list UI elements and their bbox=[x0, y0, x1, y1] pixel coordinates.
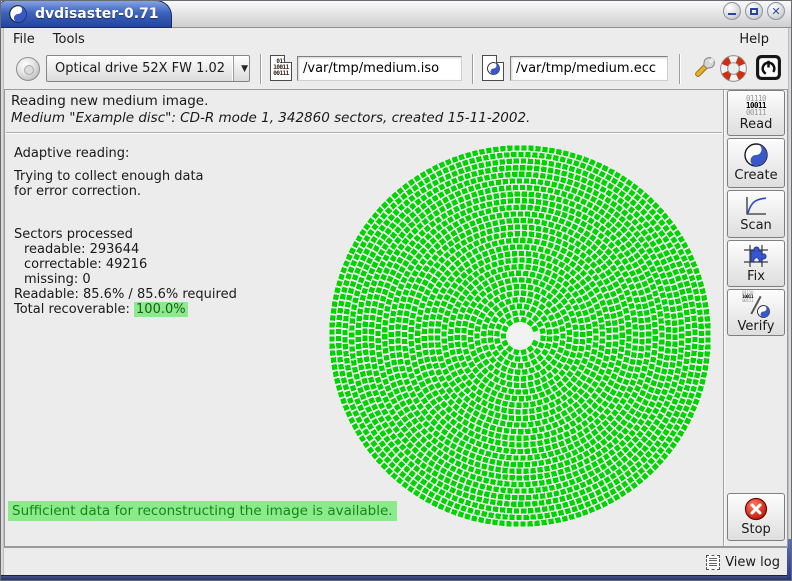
window-resize-grip[interactable] bbox=[787, 539, 792, 581]
reading-desc-line2: for error correction. bbox=[14, 184, 142, 199]
window-title: dvdisaster-0.71 bbox=[35, 6, 159, 22]
window-border-right bbox=[788, 28, 792, 581]
verify-button-label: Verify bbox=[737, 318, 775, 334]
preferences-button[interactable] bbox=[690, 54, 718, 86]
menu-help[interactable]: Help bbox=[739, 31, 769, 47]
reading-mode-label: Adaptive reading: bbox=[14, 146, 130, 161]
scan-button-label: Scan bbox=[740, 218, 772, 233]
header-separator bbox=[6, 132, 722, 134]
ecc-file-input[interactable] bbox=[510, 56, 668, 81]
lifebelt-icon bbox=[720, 55, 747, 82]
curve-graph-icon bbox=[746, 197, 767, 215]
stop-button[interactable]: Stop bbox=[727, 493, 785, 541]
read-button[interactable]: 01110 10011 00111 Read bbox=[727, 90, 785, 136]
sectors-title: Sectors processed bbox=[14, 227, 133, 242]
readable-percent-line: Readable: 85.6% / 85.6% required bbox=[14, 287, 237, 302]
menu-bar: File Tools Help bbox=[4, 28, 788, 50]
log-icon bbox=[706, 554, 721, 570]
wrench-icon bbox=[695, 57, 715, 77]
minimize-button[interactable] bbox=[723, 2, 741, 20]
scan-button[interactable]: Scan bbox=[727, 190, 785, 238]
drive-selector[interactable]: Optical drive 52X FW 1.02 ▼ bbox=[46, 55, 250, 82]
main-panel bbox=[4, 89, 788, 547]
verify-button[interactable]: 01110 10011 00111 Verify bbox=[727, 289, 785, 336]
optical-disc-icon bbox=[16, 57, 40, 81]
drive-selector-value: Optical drive 52X FW 1.02 bbox=[55, 61, 226, 76]
fix-button[interactable]: Fix bbox=[727, 240, 785, 287]
chevron-down-icon: ▼ bbox=[241, 63, 248, 74]
fix-button-label: Fix bbox=[747, 268, 765, 284]
image-file-input[interactable] bbox=[297, 56, 462, 81]
image-file-icon: 011 10011 00111 bbox=[270, 55, 292, 81]
total-recoverable-line: Total recoverable: 100.0% bbox=[14, 302, 188, 317]
maximize-icon bbox=[750, 7, 758, 15]
app-yin-yang-icon bbox=[9, 5, 27, 23]
toolbar-separator bbox=[472, 54, 474, 84]
status-bar: View log bbox=[4, 547, 788, 576]
stat-readable: readable: 293644 bbox=[24, 242, 140, 257]
toolbar: Optical drive 52X FW 1.02 ▼ 011 10011 00… bbox=[4, 50, 788, 88]
action-title: Reading new medium image. bbox=[11, 93, 209, 109]
puzzle-piece-icon bbox=[744, 244, 768, 267]
binary-vs-ecc-icon: 01110 10011 00111 bbox=[742, 291, 770, 318]
quit-button[interactable] bbox=[755, 54, 782, 85]
power-icon bbox=[756, 55, 781, 80]
reading-desc-line1: Trying to collect enough data bbox=[14, 169, 204, 184]
toolbar-separator bbox=[260, 54, 262, 84]
close-button[interactable]: ✕ bbox=[767, 2, 785, 20]
view-log-button[interactable]: View log bbox=[725, 554, 780, 570]
window-border-bottom bbox=[0, 575, 792, 581]
total-recoverable-value: 100.0% bbox=[134, 302, 188, 317]
menu-tools[interactable]: Tools bbox=[52, 31, 85, 47]
binary-block-icon: 01110 10011 00111 bbox=[745, 93, 767, 117]
title-tab[interactable]: dvdisaster-0.71 bbox=[0, 0, 172, 28]
stop-button-label: Stop bbox=[741, 522, 771, 537]
disc-sector-spiral bbox=[329, 145, 711, 527]
stat-missing: missing: 0 bbox=[24, 272, 91, 287]
help-button[interactable] bbox=[720, 55, 747, 86]
stop-icon bbox=[744, 497, 768, 521]
stat-correctable: correctable: 49216 bbox=[24, 257, 148, 272]
create-button-label: Create bbox=[734, 168, 778, 183]
window-border-left bbox=[0, 28, 4, 581]
close-icon: ✕ bbox=[771, 4, 781, 18]
create-button[interactable]: Create bbox=[727, 138, 785, 188]
yin-yang-icon bbox=[744, 143, 768, 167]
menu-file[interactable]: File bbox=[13, 31, 35, 47]
title-bar: dvdisaster-0.71 ✕ bbox=[0, 0, 792, 28]
minimize-icon bbox=[728, 13, 736, 15]
status-message: Sufficient data for reconstructing the i… bbox=[8, 501, 397, 521]
total-recoverable-label: Total recoverable: bbox=[14, 302, 135, 317]
maximize-button[interactable] bbox=[745, 2, 763, 20]
read-button-label: Read bbox=[739, 116, 773, 132]
sidebar-separator bbox=[723, 90, 725, 546]
medium-info: Medium "Example disc": CD-R mode 1, 3428… bbox=[11, 110, 531, 126]
ecc-file-icon bbox=[482, 55, 504, 81]
toolbar-separator bbox=[679, 54, 681, 84]
